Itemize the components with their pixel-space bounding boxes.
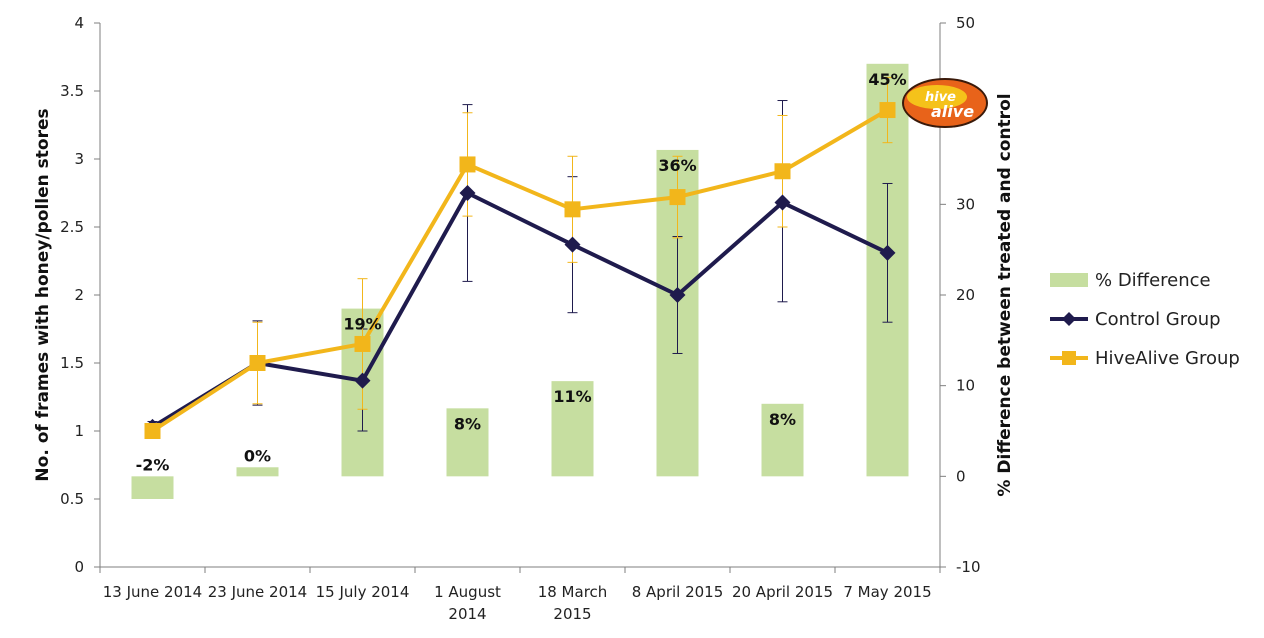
y-tick-label-5: 2.5 (60, 218, 84, 236)
legend-label-hivealive-group: HiveAlive Group (1095, 348, 1240, 369)
bar-difference-7 (761, 403, 804, 477)
bar-difference-2 (236, 467, 279, 477)
y-tick-label-6: 3 (74, 150, 84, 168)
bar-difference-1 (131, 476, 174, 499)
y2-tick-label-1: 0 (956, 467, 966, 485)
control-group-line (151, 191, 889, 429)
hivealive-group-point-2 (249, 355, 266, 371)
bar-data-label-6: 36% (658, 156, 696, 175)
y2-tick-label-6: 50 (956, 14, 975, 32)
x-tick-label-5-line2: 2015 (553, 605, 591, 623)
y2-tick-label-4: 30 (956, 195, 975, 213)
x-tick-label-3: 15 July 2014 (316, 583, 410, 601)
bar-data-label-4: 8% (454, 414, 481, 433)
bar-data-label-1: -2% (136, 455, 170, 474)
bar-data-label-2: 0% (244, 446, 271, 465)
control-group-point-5 (564, 236, 581, 253)
labels-layer: -2% 0% 19% 8% 11% 36% 8% 45% (136, 70, 907, 475)
logo-highlight-shape (907, 85, 967, 109)
control-group-point-7 (774, 194, 791, 211)
series-layer (144, 76, 896, 439)
hivealive-group-point-4 (459, 156, 476, 173)
y2-tick-label-0: -10 (956, 558, 981, 576)
control-group-point-6 (669, 287, 686, 303)
x-tick-label-6: 8 April 2015 (632, 583, 724, 601)
bar-data-label-5: 11% (553, 387, 591, 406)
x-tick-label-7: 20 April 2015 (732, 583, 833, 601)
control-group-point-3 (354, 372, 371, 389)
hivealive-group-point-1 (144, 423, 161, 439)
bar-data-label-3: 19% (343, 315, 381, 334)
bar-difference-4 (446, 408, 489, 477)
x-tick-label-8: 7 May 2015 (843, 583, 931, 601)
y-tick-label-4: 2 (74, 286, 84, 304)
hivealive-group-point-7 (774, 163, 791, 180)
legend: % Difference Control Group HiveAlive Group (1050, 270, 1240, 369)
control-group-point-4 (459, 185, 476, 201)
y2-axis-title: % Difference between treated and control (995, 93, 1015, 496)
legend-swatch-difference (1050, 273, 1088, 287)
x-tick-label-4-line2: 2014 (448, 605, 486, 623)
hivealive-group-point-6 (669, 189, 686, 206)
legend-marker-control-group (1062, 312, 1076, 326)
axes-layer: 00.511.522.533.54-100102030405013 June 2… (60, 14, 980, 623)
y2-tick-label-2: 10 (956, 377, 975, 395)
y-axis-title: No. of frames with honey/pollen stores (33, 108, 53, 481)
bar-data-label-7: 8% (769, 410, 796, 429)
x-tick-label-4: 1 August (434, 583, 501, 601)
legend-marker-hivealive-group (1062, 351, 1076, 365)
hivealive-group-point-3 (354, 335, 371, 352)
legend-label-control-group: Control Group (1095, 309, 1221, 330)
legend-label-difference: % Difference (1095, 270, 1211, 291)
x-tick-label-2: 23 June 2014 (208, 583, 307, 601)
bars-layer (131, 63, 909, 499)
y-tick-label-0: 0 (74, 558, 84, 576)
logo-text-bottom: alive (931, 102, 974, 121)
y-tick-label-2: 1 (74, 422, 84, 440)
y2-tick-label-3: 20 (956, 286, 975, 304)
x-tick-label-5: 18 March (538, 583, 608, 601)
hivealive-logo: hive alive (902, 78, 988, 128)
y-tick-label-3: 1.5 (60, 354, 84, 372)
logo-text-top: hive (925, 90, 956, 105)
bar-difference-5 (551, 381, 594, 477)
x-tick-label-1: 13 June 2014 (103, 583, 202, 601)
bar-data-label-8: 45% (868, 70, 906, 89)
hivealive-group-point-5 (564, 201, 581, 218)
hivealive-group-line (151, 108, 889, 433)
y-tick-label-8: 4 (74, 14, 84, 32)
y-tick-label-1: 0.5 (60, 490, 84, 508)
control-group-point-8 (879, 244, 896, 261)
hivealive-group-point-8 (879, 102, 896, 119)
y-tick-label-7: 3.5 (60, 82, 84, 100)
